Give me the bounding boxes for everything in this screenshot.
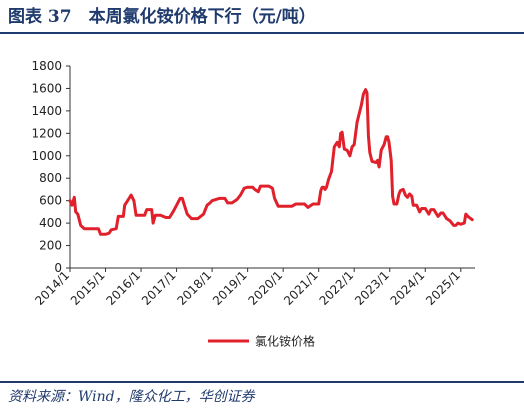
x-axis: 2014/12015/12016/12017/12018/12019/12020… bbox=[32, 267, 475, 308]
footer-rule bbox=[0, 381, 524, 383]
x-tick-label: 2020/1 bbox=[246, 268, 286, 308]
y-axis: 0 200 400 600 800 1000 1200 1400 1600 1800 bbox=[31, 59, 71, 275]
source-note: 资料来源：Wind，隆众化工，华创证券 bbox=[8, 389, 255, 405]
y-tick-label: 1600 bbox=[31, 81, 62, 95]
legend: 氯化铵价格 bbox=[208, 334, 315, 349]
y-tick-label: 1800 bbox=[31, 59, 62, 73]
plot-area bbox=[68, 88, 474, 236]
y-tick-label: 1200 bbox=[31, 126, 62, 140]
y-tick-label: 800 bbox=[39, 171, 62, 185]
x-tick-label: 2015/1 bbox=[68, 268, 108, 308]
x-tick-label: 2024/1 bbox=[388, 268, 428, 308]
x-tick-label: 2021/1 bbox=[281, 268, 321, 308]
title-rule bbox=[0, 32, 524, 34]
y-tick-label: 1000 bbox=[31, 149, 62, 163]
x-tick-label: 2023/1 bbox=[352, 268, 392, 308]
x-tick-label: 2019/1 bbox=[210, 268, 250, 308]
figure-title: 图表 37 本周氯化铵价格下行（元/吨） bbox=[8, 7, 316, 27]
y-tick-label: 200 bbox=[39, 239, 62, 253]
y-tick-label: 0 bbox=[54, 261, 62, 275]
y-tick-label: 600 bbox=[39, 194, 62, 208]
series-line-ammonium-chloride-price bbox=[68, 88, 474, 236]
x-tick-label: 2016/1 bbox=[103, 268, 143, 308]
x-tick-label: 2025/1 bbox=[423, 268, 463, 308]
y-tick-label: 400 bbox=[39, 216, 62, 230]
x-tick-label: 2018/1 bbox=[174, 268, 214, 308]
legend-label: 氯化铵价格 bbox=[255, 334, 315, 349]
x-tick-label: 2022/1 bbox=[317, 268, 357, 308]
x-tick-label: 2017/1 bbox=[139, 268, 179, 308]
x-tick-label: 2014/1 bbox=[32, 268, 72, 308]
y-tick-label: 1400 bbox=[31, 104, 62, 118]
